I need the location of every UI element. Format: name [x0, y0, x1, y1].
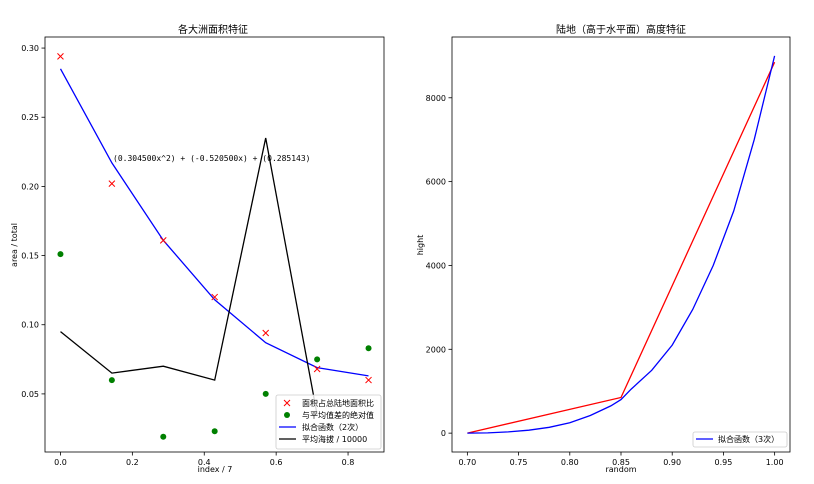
y-axis-label: area / total [10, 223, 19, 267]
legend-label: 与平均值差的绝对值 [302, 410, 374, 420]
legend-marker-x [283, 399, 291, 407]
data-point-x [211, 293, 219, 301]
x-tick-label: 0.4 [198, 458, 211, 467]
right-chart: 陆地（高于水平面）高度特征 random hight 0.70 0.75 0.80 0… [416, 23, 791, 474]
legend: 拟合函数（3次） [692, 431, 788, 448]
legend-label: 面积占总陆地面积比 [302, 398, 374, 408]
x-tick-label: 1.00 [766, 458, 784, 467]
series-line [59, 68, 369, 377]
x-tick-label: 0.95 [715, 458, 733, 467]
data-point-dot [108, 377, 115, 384]
data-point-x [57, 53, 64, 60]
y-tick-label: 0.10 [21, 321, 39, 330]
y-axis-label: hight [416, 235, 425, 256]
data-point-x [159, 236, 167, 244]
data-point-x [108, 180, 116, 187]
left-chart: 各大洲面积特征 index / 7 area / total (0.304500… [10, 23, 385, 474]
data-point-x [313, 365, 321, 373]
x-tick-label: 0.2 [126, 458, 139, 467]
legend-box [692, 431, 788, 448]
plot-area [467, 55, 776, 434]
x-tick-label: 0.90 [663, 458, 681, 467]
y-tick-label: 0.25 [21, 113, 39, 122]
data-point-dot [57, 251, 64, 258]
data-point-x [262, 329, 270, 337]
legend-entry: 与平均值差的绝对值 [284, 410, 374, 420]
chart-title: 各大洲面积特征 [178, 23, 248, 36]
series-line [60, 137, 318, 415]
data-point-x [365, 376, 372, 384]
y-tick-label: 0.05 [21, 390, 39, 399]
data-point-dot [365, 345, 372, 352]
y-tick-label: 0.20 [21, 182, 39, 191]
legend-entry: 拟合函数（3次） [696, 434, 779, 444]
x-axis-label: random [605, 465, 636, 474]
axes-frame [44, 36, 385, 453]
legend-entry: 平均海拔 / 10000 [279, 434, 367, 444]
x-tick-label: 0.70 [458, 458, 476, 467]
x-axis: 0.0 0.2 0.4 0.6 0.8 [54, 452, 354, 467]
axes-frame [451, 36, 791, 453]
y-axis: 0 2000 4000 6000 8000 [426, 94, 452, 438]
data-point-dot [211, 428, 218, 435]
y-tick-label: 0 [441, 429, 446, 438]
data-point-dot [314, 356, 321, 363]
y-tick-label: 0.15 [21, 252, 39, 261]
y-tick-label: 8000 [426, 94, 446, 103]
x-tick-label: 0.0 [54, 458, 67, 467]
y-tick-label: 0.30 [21, 44, 39, 53]
y-tick-label: 6000 [426, 178, 446, 187]
fit-equation-annotation: (0.304500x^2) + (-0.520500x) + (0.285143… [113, 154, 310, 163]
x-axis: 0.70 0.75 0.80 0.85 0.90 0.95 1.00 [458, 452, 784, 467]
x-tick-label: 0.80 [561, 458, 579, 467]
legend-label: 拟合函数（2次） [302, 422, 363, 432]
y-tick-label: 2000 [426, 345, 446, 354]
legend-entry: 拟合函数（2次） [279, 422, 363, 432]
legend: 面积占总陆地面积比 与平均值差的绝对值 拟合函数（2次） 平均海拔 / 1000… [275, 394, 382, 450]
y-axis: 0.05 0.10 0.15 0.20 0.25 0.30 [21, 44, 45, 399]
legend-marker-dot [284, 412, 290, 418]
legend-label: 拟合函数（3次） [718, 434, 779, 444]
x-tick-label: 0.6 [270, 458, 283, 467]
chart-title: 陆地（高于水平面）高度特征 [556, 23, 686, 36]
legend-box [275, 394, 382, 450]
x-tick-label: 0.85 [612, 458, 630, 467]
legend-entry: 面积占总陆地面积比 [283, 398, 374, 408]
x-tick-label: 0.8 [342, 458, 355, 467]
x-tick-label: 0.75 [510, 458, 528, 467]
series-line [467, 55, 776, 434]
data-point-dot [262, 390, 269, 397]
y-tick-label: 4000 [426, 261, 446, 270]
legend-label: 平均海拔 / 10000 [302, 434, 367, 444]
series-line [467, 61, 776, 434]
x-axis-label: index / 7 [198, 465, 233, 474]
data-point-dot [160, 433, 167, 440]
plot-area [57, 53, 372, 440]
